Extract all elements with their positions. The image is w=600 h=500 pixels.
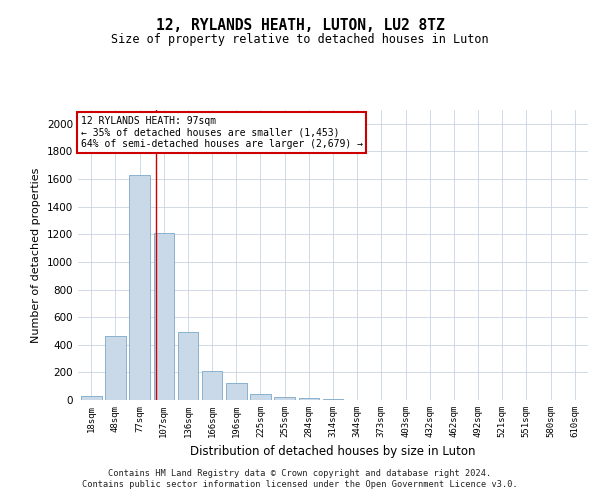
Bar	[323, 399, 343, 400]
Text: 12, RYLANDS HEATH, LUTON, LU2 8TZ: 12, RYLANDS HEATH, LUTON, LU2 8TZ	[155, 18, 445, 32]
Bar	[250, 394, 271, 400]
X-axis label: Distribution of detached houses by size in Luton: Distribution of detached houses by size …	[190, 446, 476, 458]
Bar	[299, 398, 319, 400]
Text: Size of property relative to detached houses in Luton: Size of property relative to detached ho…	[111, 32, 489, 46]
Bar	[130, 175, 150, 400]
Bar	[81, 396, 101, 400]
Bar	[178, 332, 198, 400]
Bar	[105, 336, 126, 400]
Bar	[274, 396, 295, 400]
Bar	[226, 384, 247, 400]
Text: Contains HM Land Registry data © Crown copyright and database right 2024.: Contains HM Land Registry data © Crown c…	[109, 468, 491, 477]
Text: Contains public sector information licensed under the Open Government Licence v3: Contains public sector information licen…	[82, 480, 518, 489]
Y-axis label: Number of detached properties: Number of detached properties	[31, 168, 41, 342]
Bar	[202, 371, 223, 400]
Bar	[154, 233, 174, 400]
Text: 12 RYLANDS HEATH: 97sqm
← 35% of detached houses are smaller (1,453)
64% of semi: 12 RYLANDS HEATH: 97sqm ← 35% of detache…	[80, 116, 362, 149]
